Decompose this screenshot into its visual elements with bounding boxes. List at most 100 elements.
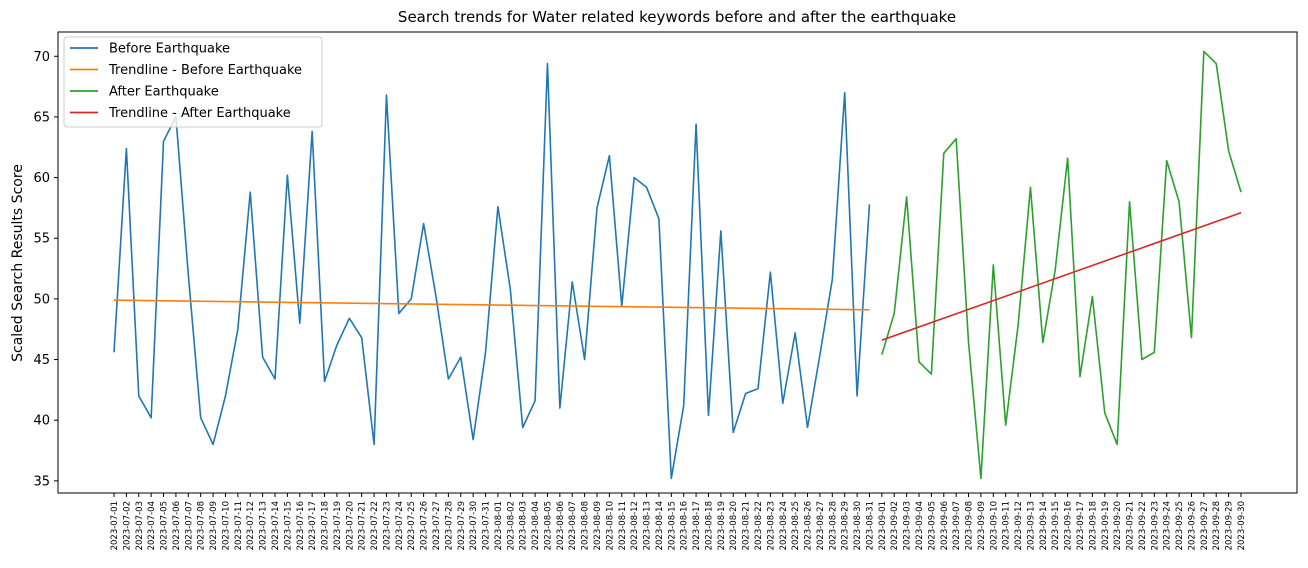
x-tick-label: 2023-09-21 bbox=[1126, 501, 1136, 550]
x-tick-label: 2023-08-14 bbox=[655, 501, 665, 550]
x-tick-label: 2023-07-18 bbox=[321, 501, 331, 550]
y-tick-label: 35 bbox=[33, 474, 50, 489]
legend-label: Trendline - After Earthquake bbox=[108, 106, 291, 121]
series-line-2 bbox=[113, 299, 870, 311]
x-tick-label: 2023-09-02 bbox=[890, 501, 900, 550]
x-tick-label: 2023-08-26 bbox=[804, 501, 814, 550]
x-tick-label: 2023-09-04 bbox=[915, 501, 925, 550]
x-tick-label: 2023-08-07 bbox=[568, 501, 578, 550]
x-tick-label: 2023-09-16 bbox=[1064, 501, 1074, 550]
chart-title: Search trends for Water related keywords… bbox=[398, 8, 956, 26]
x-tick-label: 2023-07-06 bbox=[172, 501, 182, 550]
x-tick-label: 2023-09-09 bbox=[977, 501, 987, 550]
x-tick-label: 2023-09-07 bbox=[952, 501, 962, 550]
x-tick-label: 2023-09-01 bbox=[878, 501, 888, 550]
x-tick-label: 2023-08-03 bbox=[519, 501, 529, 550]
x-tick-label: 2023-09-18 bbox=[1088, 501, 1098, 550]
x-tick-label: 2023-07-24 bbox=[395, 501, 405, 550]
x-tick-label: 2023-07-22 bbox=[370, 501, 380, 550]
x-tick-label: 2023-08-09 bbox=[593, 501, 603, 550]
legend-label: After Earthquake bbox=[109, 85, 219, 100]
x-tick-label: 2023-07-03 bbox=[135, 501, 145, 550]
x-tick-label: 2023-07-09 bbox=[209, 501, 219, 550]
x-tick-label: 2023-07-20 bbox=[345, 501, 355, 550]
series-line-3 bbox=[881, 50, 1242, 480]
x-tick-label: 2023-08-25 bbox=[791, 501, 801, 550]
x-tick-label: 2023-09-19 bbox=[1101, 501, 1111, 550]
series-line-4 bbox=[881, 212, 1242, 341]
x-tick-label: 2023-08-04 bbox=[531, 501, 541, 550]
x-tick-label: 2023-07-17 bbox=[308, 501, 318, 550]
x-tick-label: 2023-07-01 bbox=[110, 501, 120, 550]
x-tick-label: 2023-08-10 bbox=[605, 501, 615, 550]
x-tick-label: 2023-08-16 bbox=[680, 501, 690, 550]
x-tick-label: 2023-09-22 bbox=[1138, 501, 1148, 550]
x-tick-label: 2023-08-15 bbox=[667, 501, 677, 550]
x-tick-label: 2023-07-25 bbox=[407, 501, 417, 550]
y-tick-label: 40 bbox=[33, 414, 50, 429]
x-tick-label: 2023-09-08 bbox=[965, 501, 975, 550]
x-tick-label: 2023-07-12 bbox=[246, 501, 256, 550]
x-tick-label: 2023-07-04 bbox=[147, 501, 157, 550]
x-tick-label: 2023-09-14 bbox=[1039, 501, 1049, 550]
x-tick-label: 2023-08-27 bbox=[816, 501, 826, 550]
x-tick-label: 2023-07-11 bbox=[234, 501, 244, 550]
x-tick-label: 2023-08-08 bbox=[581, 501, 591, 550]
x-tick-label: 2023-08-24 bbox=[779, 501, 789, 550]
x-tick-label: 2023-08-29 bbox=[841, 501, 851, 550]
x-tick-label: 2023-09-27 bbox=[1200, 501, 1210, 550]
x-tick-label: 2023-07-15 bbox=[283, 501, 293, 550]
x-tick-label: 2023-07-05 bbox=[160, 501, 170, 550]
x-tick-label: 2023-08-17 bbox=[692, 501, 702, 550]
x-tick-label: 2023-09-29 bbox=[1225, 501, 1235, 550]
x-tick-label: 2023-09-06 bbox=[940, 501, 950, 550]
x-tick-label: 2023-08-11 bbox=[618, 501, 628, 550]
x-tick-label: 2023-08-05 bbox=[543, 501, 553, 550]
x-tick-label: 2023-08-13 bbox=[643, 501, 653, 550]
x-tick-label: 2023-07-14 bbox=[271, 501, 281, 550]
x-tick-label: 2023-07-29 bbox=[457, 501, 467, 550]
y-tick-label: 65 bbox=[33, 110, 50, 125]
x-tick-label: 2023-09-24 bbox=[1163, 501, 1173, 550]
x-tick-label: 2023-09-20 bbox=[1113, 501, 1123, 550]
y-tick-label: 50 bbox=[33, 292, 50, 307]
x-tick-label: 2023-08-21 bbox=[742, 501, 752, 550]
x-tick-label: 2023-07-10 bbox=[221, 501, 231, 550]
y-tick-label: 70 bbox=[33, 50, 50, 65]
x-tick-label: 2023-09-05 bbox=[927, 501, 937, 550]
x-tick-label: 2023-09-28 bbox=[1212, 501, 1222, 550]
y-axis-label: Scaled Search Results Score bbox=[10, 164, 26, 362]
y-tick-label: 55 bbox=[33, 232, 50, 247]
x-tick-label: 2023-07-26 bbox=[420, 501, 430, 550]
legend-label: Trendline - Before Earthquake bbox=[108, 63, 302, 78]
x-tick-label: 2023-08-28 bbox=[828, 501, 838, 550]
x-tick-label: 2023-07-23 bbox=[382, 501, 392, 550]
x-tick-label: 2023-09-23 bbox=[1150, 501, 1160, 550]
x-tick-label: 2023-08-18 bbox=[704, 501, 714, 550]
legend-label: Before Earthquake bbox=[109, 42, 230, 57]
x-tick-label: 2023-07-13 bbox=[259, 501, 269, 550]
axes-frame bbox=[57, 31, 1298, 494]
x-tick-label: 2023-09-03 bbox=[903, 501, 913, 550]
x-tick-label: 2023-08-02 bbox=[506, 501, 516, 550]
x-tick-label: 2023-09-10 bbox=[989, 501, 999, 550]
x-tick-label: 2023-09-26 bbox=[1187, 501, 1197, 550]
x-tick-label: 2023-09-12 bbox=[1014, 501, 1024, 550]
series-line-1 bbox=[113, 62, 871, 480]
legend: Before Earthquake Trendline - Before Eart… bbox=[63, 36, 323, 128]
x-tick-label: 2023-08-31 bbox=[865, 501, 875, 550]
y-tick-label: 60 bbox=[33, 171, 50, 186]
x-tick-label: 2023-09-13 bbox=[1026, 501, 1036, 550]
x-tick-label: 2023-09-25 bbox=[1175, 501, 1185, 550]
x-tick-label: 2023-09-11 bbox=[1002, 501, 1012, 550]
x-tick-label: 2023-07-31 bbox=[482, 501, 492, 550]
x-tick-label: 2023-09-15 bbox=[1051, 501, 1061, 550]
x-tick-label: 2023-07-30 bbox=[469, 501, 479, 550]
x-tick-label: 2023-08-20 bbox=[729, 501, 739, 550]
x-tick-label: 2023-07-21 bbox=[358, 501, 368, 550]
x-tick-label: 2023-09-17 bbox=[1076, 501, 1086, 550]
x-tick-label: 2023-08-22 bbox=[754, 501, 764, 550]
y-tick-label: 45 bbox=[33, 353, 50, 368]
